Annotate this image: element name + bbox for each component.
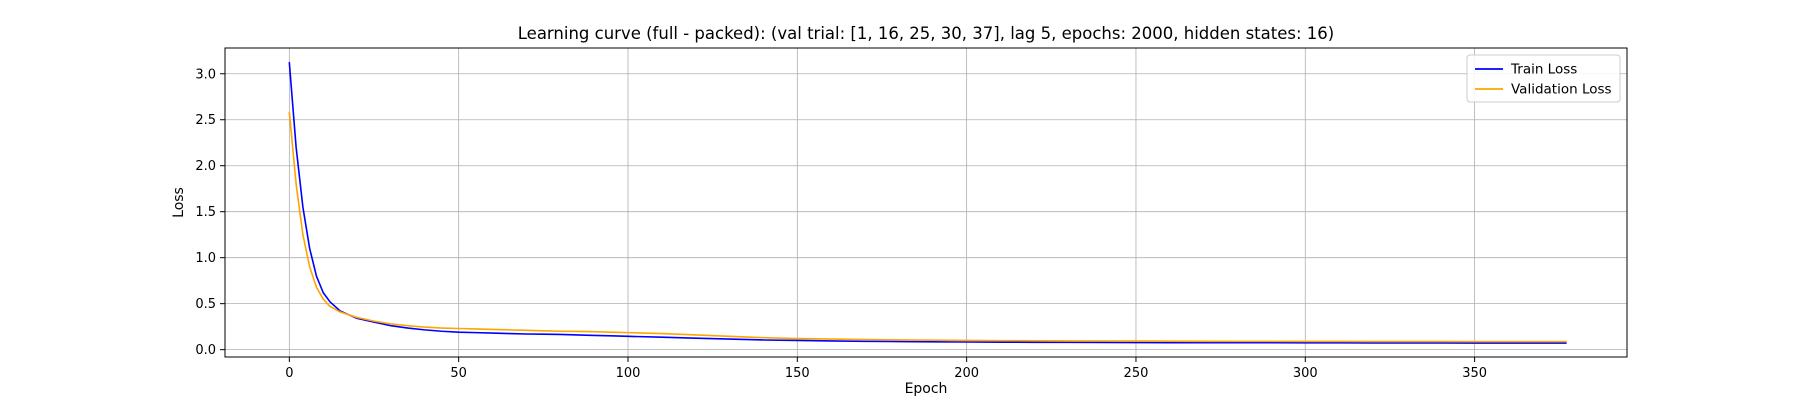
series-lines [288,61,1567,344]
x-tick-label: 50 [450,366,467,381]
y-tick-label: 0.0 [195,343,216,358]
x-tick-label: 100 [616,366,641,381]
legend-label: Validation Loss [1511,82,1612,98]
x-tick-label: 200 [954,366,979,381]
x-tick-label: 0 [285,366,293,381]
plot-frame [224,47,1628,358]
y-tick-label: 2.0 [195,159,216,174]
y-tick-label: 1.5 [195,205,216,220]
x-axis-label: Epoch [905,381,948,397]
y-tick-label: 2.5 [195,113,216,128]
legend-box [1466,54,1621,103]
series-line-validation-loss [288,111,1567,343]
x-tick-label: 350 [1462,366,1487,381]
legend-label: Train Loss [1510,62,1577,78]
x-tick-label: 300 [1293,366,1318,381]
y-axis-label: Loss [171,187,187,218]
y-tick-label: 0.5 [195,297,216,312]
y-tick-label: 1.0 [195,251,216,266]
x-tick-label: 250 [1124,366,1149,381]
y-tick-label: 3.0 [195,67,216,82]
series-line-train-loss [288,61,1567,344]
ticks: 0 50 100 150 200 250 300 350 0.0 0.5 1.0 1.5 2.0 2.5 3… [195,67,1487,381]
x-tick-label: 150 [785,366,810,381]
legend: Train Loss Validation Loss [1466,54,1621,103]
chart-title: Learning curve (full - packed): (val tri… [518,24,1334,43]
